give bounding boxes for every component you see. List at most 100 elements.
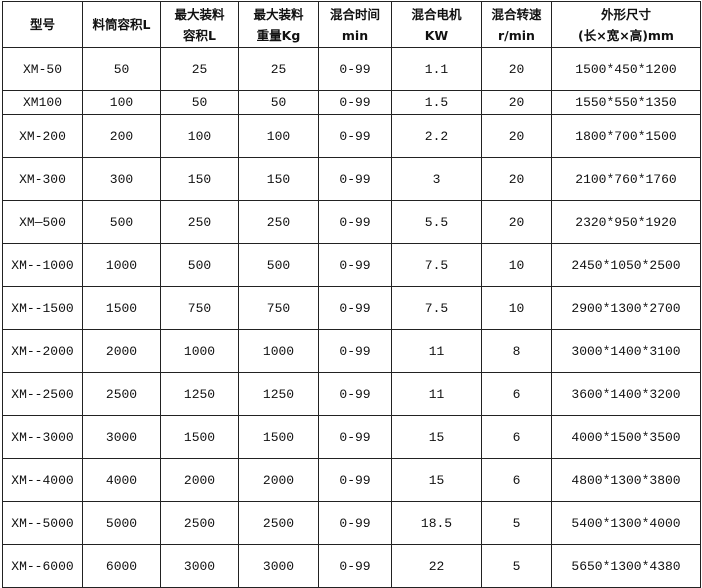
- header-line: 料筒容积L: [92, 17, 151, 32]
- cell-model: XM-200: [2, 114, 83, 158]
- cell-mix-time: 0-99: [318, 372, 392, 416]
- header-row: 型号 料筒容积L 最大装料 容积L 最大装料 重量Kg 混合时间 min 混合电机 KW 混合转速 r…: [2, 1, 701, 48]
- table-row: XM--2500 2500 1250 1250 0-99 11 6 3600*1400*320…: [2, 372, 701, 416]
- cell-barrel-volume: 100: [82, 90, 161, 115]
- cell-barrel-volume: 2000: [82, 329, 161, 373]
- cell-motor-power: 7.5: [391, 243, 482, 287]
- cell-barrel-volume: 1500: [82, 286, 161, 330]
- cell-max-load-weight: 1500: [238, 415, 319, 459]
- header-line: 混合时间: [329, 6, 380, 22]
- cell-motor-power: 18.5: [391, 501, 482, 545]
- cell-max-load-volume: 1000: [160, 329, 239, 373]
- table-row: XM--1500 1500 750 750 0-99 7.5 10 2900*1300*270…: [2, 286, 701, 330]
- cell-motor-power: 15: [391, 458, 482, 502]
- cell-max-load-volume: 150: [160, 157, 239, 201]
- header-barrel-volume: 料筒容积L: [82, 1, 161, 48]
- header-line: 外形尺寸: [600, 6, 651, 22]
- cell-mix-speed: 6: [481, 372, 552, 416]
- cell-mix-speed: 6: [481, 458, 552, 502]
- cell-model: XM--3000: [2, 415, 83, 459]
- cell-mix-time: 0-99: [318, 501, 392, 545]
- cell-barrel-volume: 300: [82, 157, 161, 201]
- cell-dimensions: 5400*1300*4000: [551, 501, 701, 545]
- header-line: min: [341, 27, 369, 43]
- table-row: XM--3000 3000 1500 1500 0-99 15 6 4000*1500*350…: [2, 415, 701, 459]
- cell-mix-time: 0-99: [318, 90, 392, 115]
- header-model: 型号: [2, 1, 83, 48]
- cell-mix-time: 0-99: [318, 157, 392, 201]
- cell-dimensions: 1500*450*1200: [551, 47, 701, 91]
- cell-max-load-weight: 2500: [238, 501, 319, 545]
- cell-motor-power: 1.1: [391, 47, 482, 91]
- cell-mix-speed: 8: [481, 329, 552, 373]
- cell-max-load-weight: 500: [238, 243, 319, 287]
- cell-model: XM--5000: [2, 501, 83, 545]
- header-line: (长×宽×高)mm: [578, 27, 674, 43]
- cell-motor-power: 5.5: [391, 200, 482, 244]
- header-line: 混合转速: [491, 6, 542, 22]
- cell-max-load-weight: 50: [238, 90, 319, 115]
- cell-barrel-volume: 50: [82, 47, 161, 91]
- cell-mix-speed: 20: [481, 90, 552, 115]
- cell-max-load-weight: 1000: [238, 329, 319, 373]
- cell-max-load-volume: 750: [160, 286, 239, 330]
- cell-motor-power: 11: [391, 329, 482, 373]
- header-motor-power: 混合电机 KW: [391, 1, 482, 48]
- header-line: 型号: [29, 17, 55, 32]
- cell-mix-time: 0-99: [318, 114, 392, 158]
- cell-model: XM--1500: [2, 286, 83, 330]
- table-row: XM--4000 4000 2000 2000 0-99 15 6 4800*1300*380…: [2, 458, 701, 502]
- cell-max-load-weight: 100: [238, 114, 319, 158]
- cell-max-load-weight: 3000: [238, 544, 319, 588]
- table-row: XM--6000 6000 3000 3000 0-99 22 5 5650*1300*438…: [2, 544, 701, 588]
- cell-mix-speed: 10: [481, 286, 552, 330]
- cell-model: XM--6000: [2, 544, 83, 588]
- header-line: 重量Kg: [256, 27, 301, 43]
- cell-motor-power: 22: [391, 544, 482, 588]
- header-max-load-weight: 最大装料 重量Kg: [238, 1, 319, 48]
- cell-motor-power: 3: [391, 157, 482, 201]
- cell-barrel-volume: 5000: [82, 501, 161, 545]
- header-mix-time: 混合时间 min: [318, 1, 392, 48]
- cell-model: XM--2500: [2, 372, 83, 416]
- cell-mix-time: 0-99: [318, 458, 392, 502]
- cell-model: XM-300: [2, 157, 83, 201]
- cell-model: XM-50: [2, 47, 83, 91]
- cell-dimensions: 4800*1300*3800: [551, 458, 701, 502]
- cell-dimensions: 5650*1300*4380: [551, 544, 701, 588]
- cell-max-load-volume: 1250: [160, 372, 239, 416]
- cell-max-load-volume: 50: [160, 90, 239, 115]
- cell-motor-power: 1.5: [391, 90, 482, 115]
- cell-mix-speed: 5: [481, 544, 552, 588]
- cell-max-load-volume: 2500: [160, 501, 239, 545]
- cell-motor-power: 11: [391, 372, 482, 416]
- cell-dimensions: 1550*550*1350: [551, 90, 701, 115]
- cell-motor-power: 15: [391, 415, 482, 459]
- header-max-load-volume: 最大装料 容积L: [160, 1, 239, 48]
- cell-max-load-volume: 100: [160, 114, 239, 158]
- cell-mix-time: 0-99: [318, 329, 392, 373]
- cell-motor-power: 2.2: [391, 114, 482, 158]
- cell-mix-speed: 20: [481, 157, 552, 201]
- cell-model: XM100: [2, 90, 83, 115]
- cell-barrel-volume: 3000: [82, 415, 161, 459]
- cell-model: XM--1000: [2, 243, 83, 287]
- cell-barrel-volume: 500: [82, 200, 161, 244]
- table-row: XM100 100 50 50 0-99 1.5 20 1550*550*1350: [2, 90, 701, 115]
- cell-mix-time: 0-99: [318, 47, 392, 91]
- cell-dimensions: 2900*1300*2700: [551, 286, 701, 330]
- table-row: XM-200 200 100 100 0-99 2.2 20 1800*700*1500: [2, 114, 701, 158]
- cell-mix-time: 0-99: [318, 544, 392, 588]
- table-row: XM—500 500 250 250 0-99 5.5 20 2320*950*1920: [2, 200, 701, 244]
- header-line: KW: [424, 27, 449, 43]
- cell-max-load-volume: 1500: [160, 415, 239, 459]
- cell-barrel-volume: 4000: [82, 458, 161, 502]
- cell-max-load-volume: 500: [160, 243, 239, 287]
- header-mix-speed: 混合转速 r/min: [481, 1, 552, 48]
- cell-barrel-volume: 6000: [82, 544, 161, 588]
- cell-max-load-volume: 2000: [160, 458, 239, 502]
- cell-barrel-volume: 200: [82, 114, 161, 158]
- cell-mix-speed: 20: [481, 47, 552, 91]
- cell-barrel-volume: 2500: [82, 372, 161, 416]
